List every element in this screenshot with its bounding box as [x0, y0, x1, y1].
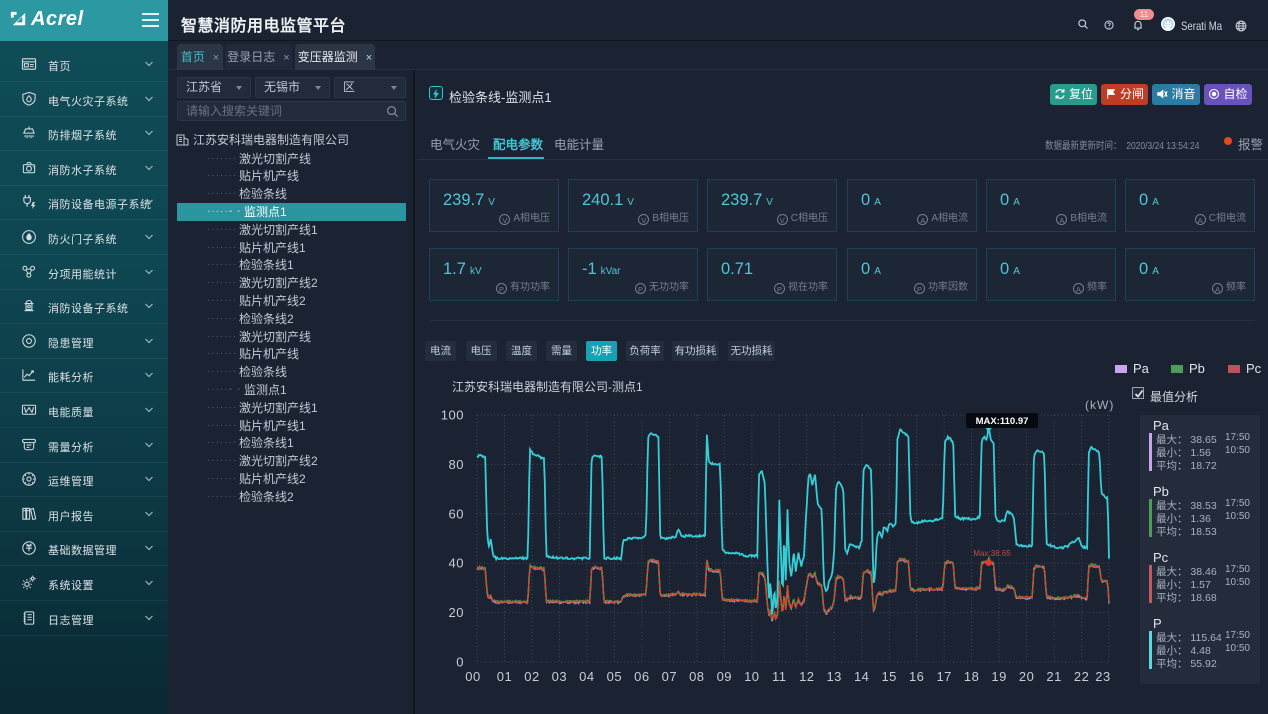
svg-text:0: 0	[456, 655, 464, 670]
svg-text:23: 23	[1095, 669, 1110, 684]
svg-text:13: 13	[826, 669, 841, 684]
svg-text:20: 20	[449, 605, 464, 620]
svg-text:04: 04	[579, 669, 594, 684]
svg-text:00: 00	[465, 669, 480, 684]
svg-text:09: 09	[717, 669, 732, 684]
svg-text:08: 08	[689, 669, 704, 684]
svg-text:60: 60	[449, 506, 464, 521]
svg-text:17: 17	[936, 669, 951, 684]
svg-text:14: 14	[854, 669, 869, 684]
svg-text:MAX:110.97: MAX:110.97	[976, 416, 1029, 427]
svg-text:Max:38.65: Max:38.65	[973, 549, 1011, 558]
svg-text:07: 07	[662, 669, 677, 684]
svg-text:06: 06	[634, 669, 649, 684]
svg-text:02: 02	[524, 669, 539, 684]
svg-text:22: 22	[1074, 669, 1089, 684]
svg-text:80: 80	[449, 457, 464, 472]
svg-text:100: 100	[441, 408, 464, 423]
svg-text:19: 19	[991, 669, 1006, 684]
svg-text:12: 12	[799, 669, 814, 684]
svg-text:16: 16	[909, 669, 924, 684]
svg-text:03: 03	[552, 669, 567, 684]
svg-text:11: 11	[772, 669, 787, 684]
svg-text:21: 21	[1046, 669, 1061, 684]
svg-text:01: 01	[497, 669, 512, 684]
svg-text:10: 10	[744, 669, 759, 684]
svg-text:40: 40	[449, 556, 464, 571]
svg-text:20: 20	[1019, 669, 1034, 684]
svg-text:05: 05	[607, 669, 622, 684]
svg-text:18: 18	[964, 669, 979, 684]
svg-text:15: 15	[881, 669, 896, 684]
